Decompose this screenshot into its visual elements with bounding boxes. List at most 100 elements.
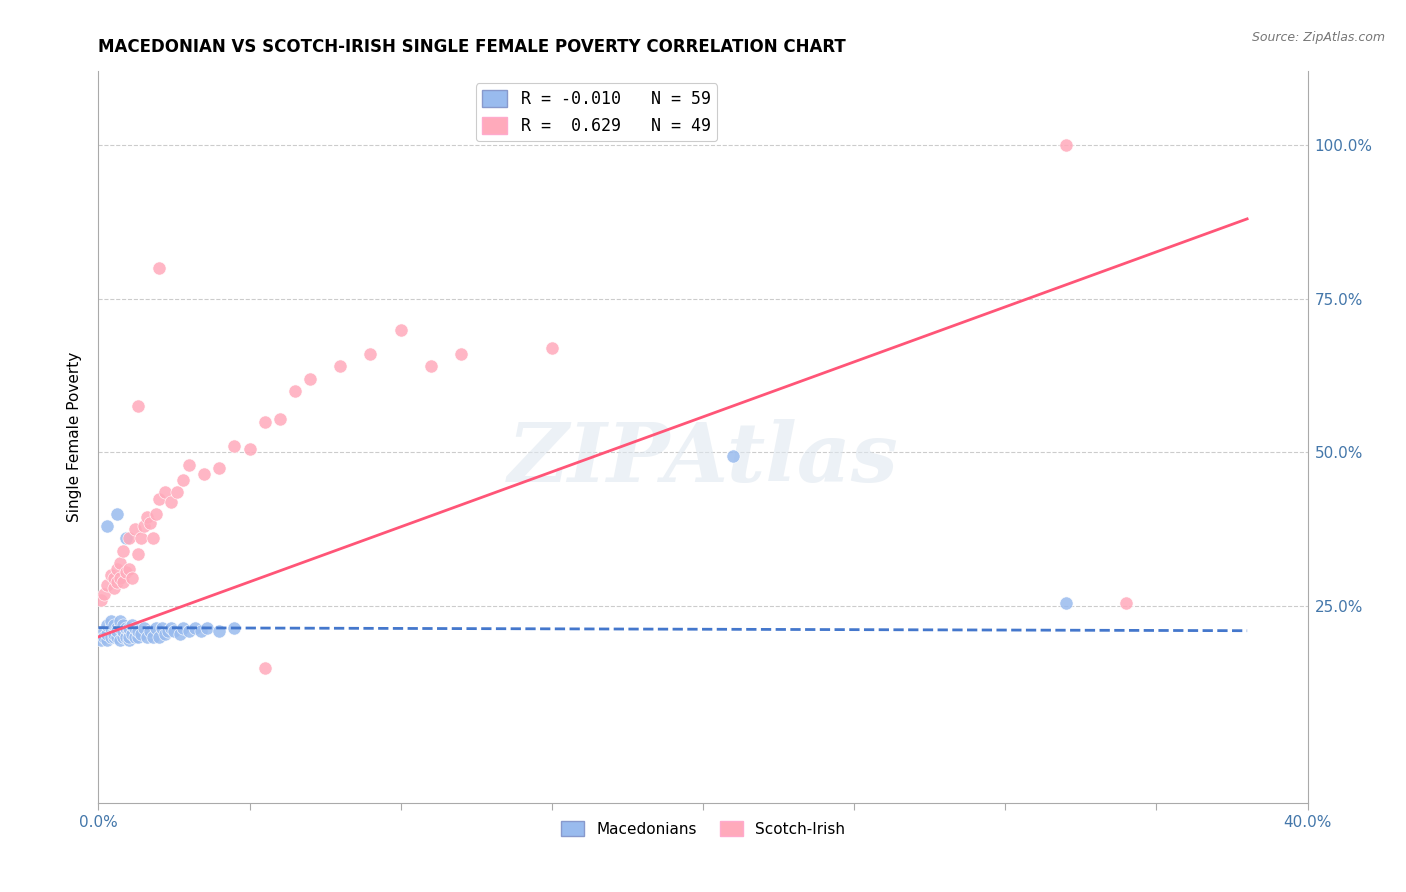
Point xyxy=(284,384,307,398)
Point xyxy=(114,532,136,546)
Point xyxy=(160,494,183,508)
Point xyxy=(135,510,157,524)
Point xyxy=(108,571,131,585)
Point xyxy=(96,577,118,591)
Point xyxy=(153,485,176,500)
Point xyxy=(108,621,131,635)
Point xyxy=(127,624,149,638)
Point xyxy=(105,574,128,589)
Point xyxy=(172,473,194,487)
Point xyxy=(108,615,131,629)
Legend: Macedonians, Scotch-Irish: Macedonians, Scotch-Irish xyxy=(555,814,851,843)
Text: ZIPAtlas: ZIPAtlas xyxy=(508,419,898,499)
Text: MACEDONIAN VS SCOTCH-IRISH SINGLE FEMALE POVERTY CORRELATION CHART: MACEDONIAN VS SCOTCH-IRISH SINGLE FEMALE… xyxy=(98,38,846,56)
Point xyxy=(450,347,472,361)
Point xyxy=(93,587,115,601)
Point xyxy=(139,516,162,530)
Point xyxy=(150,621,173,635)
Point xyxy=(172,621,194,635)
Point xyxy=(420,359,443,374)
Point xyxy=(118,562,141,576)
Point xyxy=(103,627,125,641)
Point xyxy=(111,617,134,632)
Point xyxy=(96,519,118,533)
Point xyxy=(111,624,134,638)
Point xyxy=(103,581,125,595)
Point xyxy=(124,522,146,536)
Point xyxy=(129,627,152,641)
Point xyxy=(132,519,155,533)
Point xyxy=(169,627,191,641)
Point xyxy=(100,568,122,582)
Point xyxy=(129,532,152,546)
Point xyxy=(103,571,125,585)
Point xyxy=(105,624,128,638)
Point xyxy=(163,624,186,638)
Point xyxy=(127,547,149,561)
Point xyxy=(239,442,262,457)
Point xyxy=(93,624,115,638)
Point xyxy=(103,630,125,644)
Point xyxy=(145,507,167,521)
Point xyxy=(208,460,231,475)
Point xyxy=(124,630,146,644)
Point xyxy=(100,615,122,629)
Point xyxy=(96,617,118,632)
Point xyxy=(118,624,141,638)
Point xyxy=(100,630,122,644)
Point xyxy=(166,485,188,500)
Point xyxy=(1054,138,1077,153)
Point xyxy=(360,347,382,361)
Point xyxy=(105,562,128,576)
Text: Source: ZipAtlas.com: Source: ZipAtlas.com xyxy=(1251,31,1385,45)
Point xyxy=(1054,596,1077,610)
Point xyxy=(389,322,412,336)
Point xyxy=(184,621,207,635)
Point xyxy=(100,621,122,635)
Point xyxy=(179,624,201,638)
Point xyxy=(114,566,136,580)
Point xyxy=(127,630,149,644)
Point xyxy=(299,372,322,386)
Point xyxy=(253,660,276,674)
Point xyxy=(190,624,212,638)
Point xyxy=(93,630,115,644)
Point xyxy=(148,491,170,506)
Point xyxy=(105,507,128,521)
Point xyxy=(224,439,246,453)
Point xyxy=(195,621,218,635)
Point xyxy=(127,400,149,414)
Point xyxy=(132,621,155,635)
Point xyxy=(153,627,176,641)
Point xyxy=(139,624,162,638)
Point xyxy=(111,574,134,589)
Point xyxy=(103,624,125,638)
Point xyxy=(253,415,276,429)
Point xyxy=(96,632,118,647)
Point xyxy=(114,630,136,644)
Point xyxy=(135,630,157,644)
Point xyxy=(114,621,136,635)
Point xyxy=(105,630,128,644)
Point xyxy=(121,571,143,585)
Point xyxy=(269,411,291,425)
Point xyxy=(148,261,170,276)
Point xyxy=(540,341,562,355)
Point xyxy=(329,359,352,374)
Point xyxy=(96,627,118,641)
Point xyxy=(160,621,183,635)
Point xyxy=(111,630,134,644)
Point xyxy=(118,630,141,644)
Point xyxy=(111,543,134,558)
Point xyxy=(208,624,231,638)
Point xyxy=(193,467,215,481)
Point xyxy=(118,532,141,546)
Point xyxy=(148,630,170,644)
Point xyxy=(224,621,246,635)
Point xyxy=(142,630,165,644)
Point xyxy=(90,593,112,607)
Point xyxy=(105,621,128,635)
Point xyxy=(179,458,201,472)
Point xyxy=(121,617,143,632)
Point xyxy=(103,617,125,632)
